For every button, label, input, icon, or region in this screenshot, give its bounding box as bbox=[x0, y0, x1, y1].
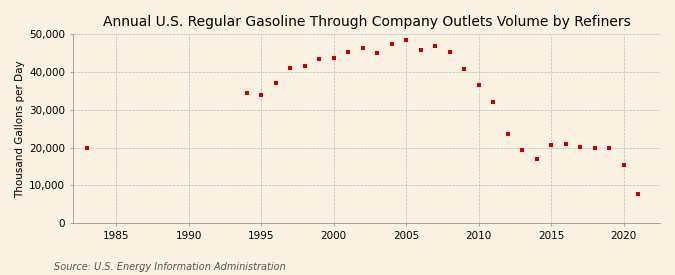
Point bbox=[82, 145, 92, 150]
Point bbox=[589, 146, 600, 150]
Point bbox=[517, 148, 528, 152]
Point bbox=[560, 142, 571, 146]
Point bbox=[430, 44, 441, 48]
Text: Source: U.S. Energy Information Administration: Source: U.S. Energy Information Administ… bbox=[54, 262, 286, 272]
Point bbox=[473, 82, 484, 87]
Point bbox=[386, 42, 397, 46]
Point bbox=[618, 163, 629, 167]
Point bbox=[444, 50, 455, 55]
Point bbox=[242, 91, 252, 95]
Point bbox=[633, 191, 644, 196]
Point bbox=[300, 64, 310, 68]
Y-axis label: Thousand Gallons per Day: Thousand Gallons per Day bbox=[15, 60, 25, 197]
Point bbox=[256, 93, 267, 98]
Point bbox=[488, 100, 499, 104]
Point bbox=[401, 38, 412, 43]
Point bbox=[343, 50, 354, 55]
Point bbox=[415, 48, 426, 52]
Point bbox=[372, 51, 383, 55]
Point bbox=[285, 65, 296, 70]
Point bbox=[271, 81, 281, 85]
Point bbox=[546, 143, 557, 147]
Point bbox=[357, 46, 368, 51]
Point bbox=[575, 145, 586, 149]
Point bbox=[314, 57, 325, 61]
Point bbox=[502, 132, 513, 137]
Title: Annual U.S. Regular Gasoline Through Company Outlets Volume by Refiners: Annual U.S. Regular Gasoline Through Com… bbox=[103, 15, 630, 29]
Point bbox=[459, 67, 470, 72]
Point bbox=[328, 56, 339, 60]
Point bbox=[604, 146, 615, 150]
Point bbox=[531, 157, 542, 161]
